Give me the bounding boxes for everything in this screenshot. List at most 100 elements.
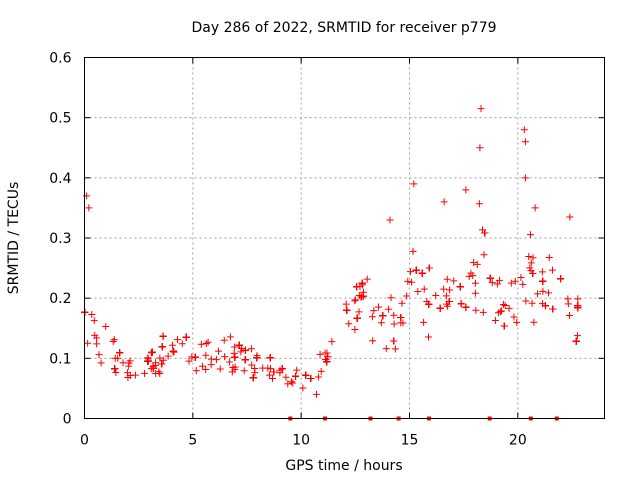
data-point	[221, 353, 229, 361]
data-point	[202, 339, 210, 347]
data-point	[390, 337, 398, 345]
data-point	[170, 348, 178, 356]
data-point	[192, 367, 200, 375]
data-point	[241, 356, 249, 364]
plot-frame	[84, 57, 605, 419]
data-point	[424, 333, 432, 341]
data-point	[382, 345, 390, 353]
data-point	[342, 300, 350, 308]
data-point	[328, 338, 336, 346]
data-point	[204, 338, 212, 346]
data-point	[264, 364, 272, 372]
y-axis-label: SRMTID / TECUs	[6, 182, 22, 295]
data-point	[473, 260, 481, 268]
data-point	[500, 322, 508, 330]
data-point	[228, 368, 236, 376]
data-point	[498, 307, 506, 315]
data-point	[565, 312, 573, 320]
data-point	[505, 304, 513, 312]
data-point	[302, 371, 310, 379]
data-point	[149, 364, 157, 372]
data-point	[469, 272, 477, 280]
data-point	[390, 311, 398, 319]
data-point	[420, 285, 428, 293]
data-point	[84, 339, 92, 347]
data-point	[491, 317, 499, 325]
data-point	[174, 336, 182, 344]
data-point	[182, 333, 190, 341]
data-point	[351, 325, 359, 333]
data-point	[265, 371, 273, 379]
data-point	[314, 373, 322, 381]
data-point	[164, 352, 172, 360]
data-point	[408, 278, 416, 286]
data-point	[125, 362, 133, 370]
data-point	[529, 254, 537, 262]
data-point	[507, 279, 515, 287]
x-tick-label: 15	[401, 433, 419, 449]
data-point	[158, 343, 166, 351]
data-point	[456, 283, 464, 291]
data-point	[418, 269, 426, 277]
y-tick-label: 0.1	[49, 351, 71, 367]
data-point	[403, 292, 411, 300]
data-point	[488, 279, 496, 287]
data-point	[148, 348, 156, 356]
x-tick-label: 10	[292, 433, 310, 449]
data-point	[343, 306, 351, 314]
data-point	[564, 295, 572, 303]
data-point	[517, 274, 525, 282]
data-point	[440, 198, 448, 206]
data-point	[539, 287, 547, 295]
data-point	[159, 332, 167, 340]
data-point	[178, 340, 186, 348]
data-point	[499, 301, 507, 309]
data-point	[486, 274, 494, 282]
data-point	[355, 308, 363, 316]
data-point	[530, 318, 538, 326]
data-point	[126, 357, 134, 365]
data-point	[237, 348, 245, 356]
data-point	[414, 287, 422, 295]
data-point	[541, 302, 549, 310]
y-tick-label: 0.6	[49, 51, 71, 67]
data-point	[574, 295, 582, 303]
data-point	[351, 296, 359, 304]
data-point	[526, 264, 534, 272]
data-point	[249, 374, 257, 382]
data-point	[465, 272, 473, 280]
data-point	[471, 279, 479, 287]
data-point	[293, 366, 301, 374]
data-point	[519, 280, 527, 288]
data-point	[390, 320, 398, 328]
data-point	[363, 275, 371, 283]
data-point	[450, 277, 458, 285]
data-point	[534, 290, 542, 298]
data-point	[377, 319, 385, 327]
data-point	[345, 320, 353, 328]
data-point	[548, 266, 556, 274]
data-point	[510, 313, 518, 321]
data-point	[144, 357, 152, 365]
x-tick-label: 5	[188, 433, 197, 449]
data-point	[226, 333, 234, 341]
data-point	[407, 268, 415, 276]
data-point	[85, 204, 93, 212]
x-tick-label: 0	[80, 433, 89, 449]
data-point	[446, 286, 454, 294]
data-point	[268, 374, 276, 382]
data-point	[480, 251, 488, 259]
data-point	[93, 334, 101, 342]
data-point	[168, 341, 176, 349]
data-point	[231, 353, 239, 361]
data-point	[292, 372, 300, 380]
data-point	[93, 340, 101, 348]
data-point	[527, 259, 535, 267]
data-point	[410, 180, 418, 188]
data-point	[476, 144, 484, 152]
data-point	[156, 370, 164, 378]
data-point	[398, 299, 406, 307]
data-point	[235, 341, 243, 349]
data-point	[391, 345, 399, 353]
data-point	[386, 216, 394, 224]
